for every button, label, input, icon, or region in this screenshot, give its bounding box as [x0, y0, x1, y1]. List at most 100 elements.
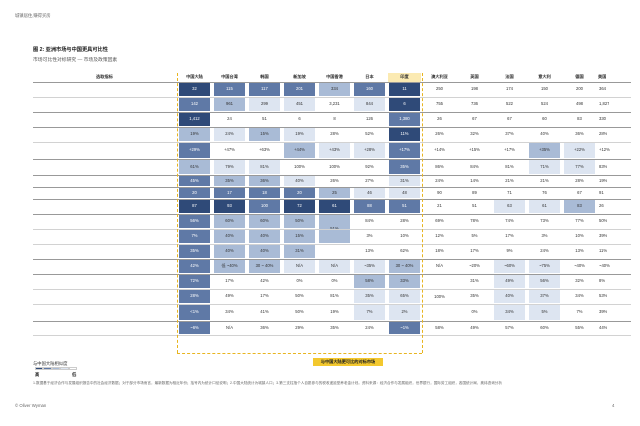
data-cell: 71: [494, 188, 525, 198]
data-cell: 81%: [249, 160, 280, 174]
data-cell: 84%: [354, 215, 385, 228]
legend-swatch: [68, 367, 78, 370]
row-divider: [33, 335, 631, 336]
data-cell: ~1%: [389, 322, 420, 334]
data-cell: 142: [179, 98, 210, 111]
data-cell: 49%: [459, 322, 490, 334]
data-cell: +12%: [599, 143, 610, 158]
data-cell: 201: [284, 83, 315, 96]
category-label: [33, 187, 68, 214]
data-cell: 36%: [564, 128, 595, 141]
column-header-6: 日本: [365, 74, 374, 80]
column-header-10: 法国: [505, 74, 514, 80]
data-cell: 160: [354, 83, 385, 96]
column-header-1: 中国大陆: [186, 74, 203, 80]
figure-title: 图 2: 亚洲市场与中国更具可比性: [33, 47, 108, 53]
data-cell: 10%: [564, 230, 595, 243]
data-cell: 92%: [354, 160, 385, 174]
data-cell: 30 ~ 40%: [249, 260, 280, 273]
data-cell: 50%: [284, 305, 315, 320]
data-cell: 26%: [424, 128, 455, 141]
data-cell-merged: 40%: [249, 245, 280, 258]
data-cell: 30 ~ 40%: [389, 260, 420, 273]
data-cell: 89: [459, 188, 490, 198]
section-divider: [33, 159, 631, 160]
data-cell: 67: [494, 113, 525, 126]
data-cell: 11: [389, 83, 420, 96]
row-divider: [33, 289, 631, 290]
row-divider: [33, 229, 631, 230]
data-cell: 522: [494, 98, 525, 111]
legend-title: 与中国大陆相似度: [33, 361, 68, 366]
data-cell: 17%: [214, 275, 245, 288]
section-label: [68, 321, 96, 335]
footnote: 1.数据基于经济合作与发展组织报告中的社会经济数据；对于部分市场而言，最新数据为…: [33, 381, 502, 385]
data-cell: +15%: [459, 143, 490, 158]
data-cell: +44%: [284, 143, 315, 158]
indicator-label: [96, 127, 178, 142]
data-cell: 19%: [319, 305, 350, 320]
data-cell: 72: [284, 200, 315, 213]
data-cell: 100%: [319, 160, 350, 174]
data-cell: 61: [319, 200, 350, 213]
subindicator-label: [148, 229, 178, 244]
data-cell: 20: [284, 188, 315, 198]
data-cell: 61%: [179, 160, 210, 174]
data-cell: 18%: [424, 245, 455, 258]
data-cell: 5%: [459, 230, 490, 243]
indicator-label: [96, 142, 178, 159]
data-cell-merged: 60%: [249, 215, 280, 228]
data-cell: 40%: [529, 128, 560, 141]
section-label: [68, 112, 96, 175]
data-cell: 28%: [319, 128, 350, 141]
data-cell: +17%: [389, 143, 420, 158]
legend-low: 低: [72, 372, 77, 377]
data-cell: 83%: [599, 160, 608, 174]
data-cell: 31%: [389, 176, 420, 186]
indicator-label: [96, 175, 178, 187]
data-cell: 736: [459, 98, 490, 111]
data-cell: 26: [599, 200, 604, 213]
data-cell: 67: [564, 188, 595, 198]
data-cell: 1,827: [599, 98, 610, 111]
section-divider: [33, 187, 631, 188]
data-cell: 200: [564, 83, 595, 96]
data-cell: 39%: [599, 230, 608, 243]
subindicator-label: [148, 214, 178, 229]
section-divider: [33, 127, 631, 128]
data-cell: 844: [354, 98, 385, 111]
comparable-border-right: [422, 73, 423, 353]
legend-swatch: [43, 367, 52, 370]
data-cell: N/A: [214, 322, 245, 334]
data-cell: 100%: [284, 160, 315, 174]
section-divider: [33, 321, 631, 322]
data-cell: 364: [599, 83, 606, 96]
data-cell: 40%: [494, 290, 525, 303]
section-divider: [33, 175, 631, 176]
header-text: 城镇居住,赚得买房: [15, 13, 51, 18]
data-cell: 35%: [179, 245, 210, 258]
data-cell: 17: [214, 188, 245, 198]
data-cell: 34%: [214, 305, 245, 320]
data-cell: 13%: [354, 245, 385, 258]
indicator-label: [96, 159, 178, 175]
data-cell: 31%: [459, 275, 490, 288]
indicator-label: [96, 97, 178, 112]
data-cell: 8: [319, 113, 350, 126]
data-cell: 524: [529, 98, 560, 111]
data-cell: +17%: [494, 143, 525, 158]
data-cell: 18: [249, 188, 280, 198]
data-cell: +63%: [249, 143, 280, 158]
data-cell: 35%: [354, 290, 385, 303]
data-cell: 334: [319, 83, 350, 96]
data-cell: N/A: [424, 260, 455, 273]
data-cell: 83: [564, 113, 595, 126]
data-cell: 91: [599, 188, 604, 198]
subindicator-label: [148, 274, 178, 289]
section-divider: [33, 82, 631, 83]
data-cell-merged: 100%: [424, 275, 455, 320]
data-cell: +22%: [564, 143, 595, 158]
legend-swatch: [35, 367, 44, 370]
data-cell: 5%: [529, 305, 560, 320]
data-cell: 58%: [354, 275, 385, 288]
